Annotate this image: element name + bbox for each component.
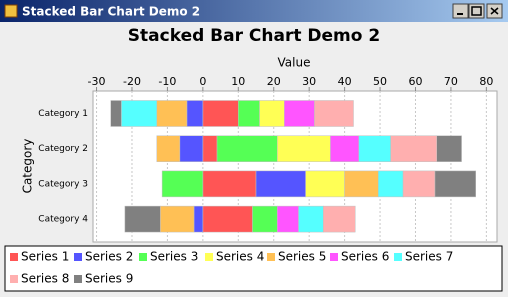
bar-segment	[298, 205, 324, 233]
legend-swatch	[330, 253, 338, 261]
legend-swatch	[394, 253, 402, 261]
legend-label: Series 1	[21, 250, 69, 264]
bar-segment	[314, 100, 354, 127]
bar-segment	[161, 170, 204, 198]
legend-label: Series 9	[85, 272, 133, 286]
bar-segment	[121, 100, 158, 127]
legend-label: Series 2	[85, 250, 133, 264]
bar-segment	[390, 135, 438, 162]
legend-swatch	[10, 275, 18, 283]
x-tick-label: 60	[408, 75, 422, 88]
bar-segment	[202, 170, 257, 198]
x-tick-label: -30	[88, 75, 106, 88]
legend-label: Series 7	[405, 250, 453, 264]
bar-segment	[255, 170, 306, 198]
bar-segment	[193, 205, 204, 233]
x-tick-label: 70	[444, 75, 458, 88]
legend-label: Series 5	[278, 250, 326, 264]
legend-swatch	[205, 253, 213, 261]
bar-segment	[110, 100, 122, 127]
window-buttons[interactable]	[452, 3, 503, 19]
bar-segment	[277, 135, 331, 162]
bar-segment	[156, 135, 181, 162]
legend-label: Series 3	[150, 250, 198, 264]
window-title: Stacked Bar Chart Demo 2	[22, 5, 200, 19]
bar-segment	[436, 135, 462, 162]
chart-title: Stacked Bar Chart Demo 2	[128, 26, 380, 46]
title-bar	[0, 0, 508, 22]
bar-segment	[434, 170, 476, 198]
bar-segment	[358, 135, 391, 162]
x-tick-label: -20	[123, 75, 141, 88]
x-tick-label: 50	[373, 75, 387, 88]
legend-swatch	[139, 253, 147, 261]
legend	[4, 245, 503, 292]
legend-swatch	[10, 253, 18, 261]
minimize-button[interactable]	[452, 3, 469, 19]
bar-segment	[238, 100, 260, 127]
bar-segment	[259, 100, 285, 127]
legend-swatch	[74, 275, 82, 283]
bar-segment	[378, 170, 404, 198]
app-icon	[4, 4, 18, 18]
bar-segment	[323, 205, 356, 233]
bar-segment	[284, 100, 315, 127]
x-tick-label: 20	[267, 75, 281, 88]
y-tick-label: Category 4	[38, 215, 88, 225]
bar-segment	[160, 205, 195, 233]
bar-segment	[124, 205, 161, 233]
x-tick-label: -10	[158, 75, 176, 88]
y-tick-label: Category 2	[38, 144, 88, 154]
bar-segment	[344, 170, 379, 198]
bar-segment	[202, 135, 218, 162]
bar-segment	[186, 100, 204, 127]
bar-segment	[156, 100, 188, 127]
x-tick-label: 30	[302, 75, 316, 88]
bar-segment	[202, 205, 253, 233]
x-axis-label: Value	[278, 56, 311, 70]
x-tick-label: 40	[338, 75, 352, 88]
bar-segment	[277, 205, 299, 233]
bar-segment	[330, 135, 360, 162]
legend-swatch	[74, 253, 82, 261]
legend-label: Series 6	[341, 250, 389, 264]
bar-segment	[202, 100, 239, 127]
y-tick-label: Category 1	[38, 109, 88, 119]
bar-segment	[305, 170, 345, 198]
bar-segment	[402, 170, 436, 198]
y-tick-label: Category 3	[38, 179, 88, 189]
x-tick-label: 80	[479, 75, 493, 88]
y-axis-label: Category	[21, 139, 35, 194]
legend-swatch	[267, 253, 275, 261]
bar-segment	[216, 135, 278, 162]
bar-segment	[252, 205, 278, 233]
x-tick-label: 0	[199, 75, 206, 88]
x-tick-label: 10	[231, 75, 245, 88]
bar-segment	[179, 135, 204, 162]
legend-label: Series 8	[21, 272, 69, 286]
legend-label: Series 4	[216, 250, 264, 264]
